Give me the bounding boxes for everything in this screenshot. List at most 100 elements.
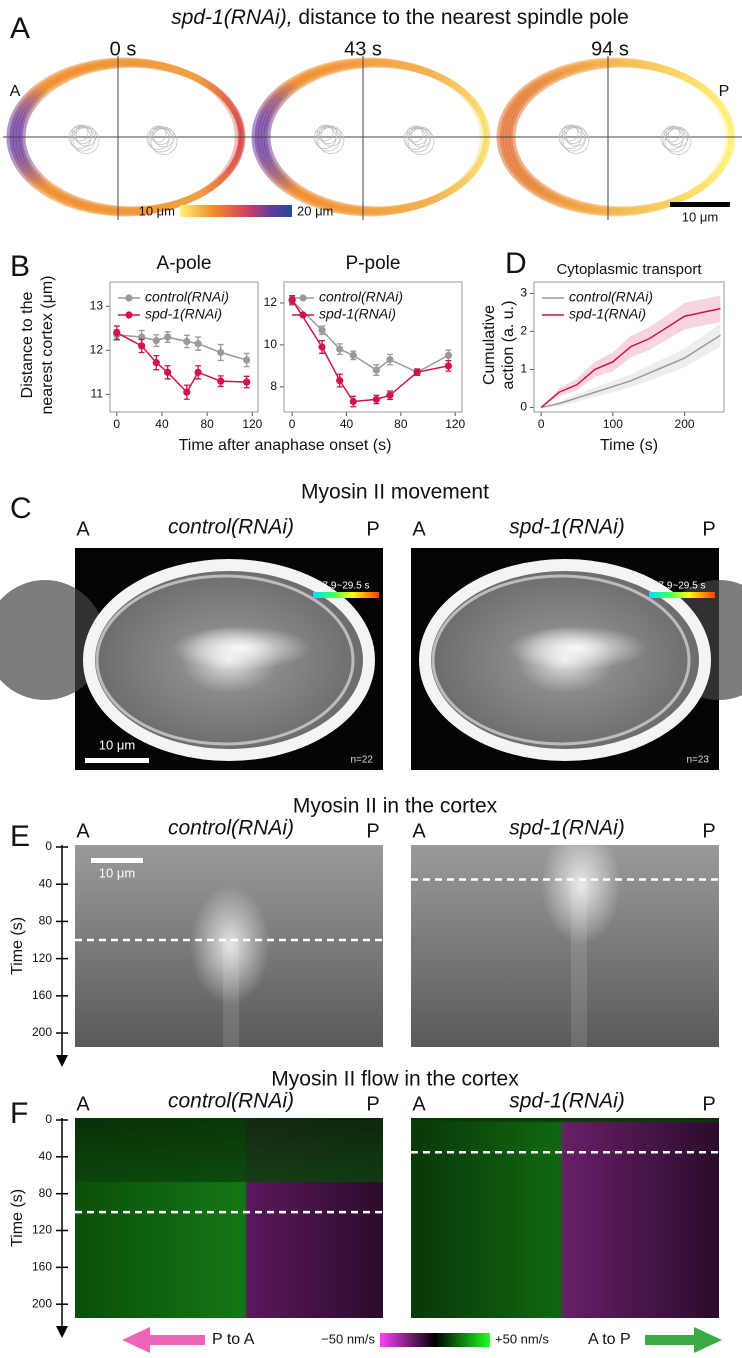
data-point: [413, 368, 421, 376]
scale-bar: [91, 858, 143, 863]
time-label: 94 s: [591, 38, 629, 60]
pole-trace: [565, 125, 587, 147]
data-point: [152, 337, 160, 345]
pole-trace: [153, 126, 175, 148]
pole-trace: [149, 125, 167, 143]
series-line: [291, 299, 449, 403]
time-label: 0 s: [110, 38, 137, 60]
pole-trace: [318, 125, 338, 144]
legend-label: spd-1(RNAi): [569, 306, 646, 322]
panel-title: Myosin II in the cortex: [293, 795, 498, 818]
panel-title: spd-1(RNAi), distance to the nearest spi…: [171, 6, 629, 29]
x-tick-label: 40: [155, 417, 169, 431]
anterior-label: A: [76, 1093, 90, 1115]
legend-label: spd-1(RNAi): [145, 306, 222, 322]
y-tick-label: 13: [90, 298, 104, 312]
posterior-label: P: [702, 518, 715, 540]
pole-trace: [70, 126, 96, 152]
series-line: [116, 334, 247, 361]
colorbar-max: 20 μm: [297, 203, 333, 218]
myosin-track: [571, 879, 587, 1047]
title-rest: distance to the nearest spindle pole: [298, 6, 628, 29]
posterior-label: P: [702, 820, 715, 842]
pole-trace: [150, 128, 178, 155]
y-axis-label: Distance to the: [19, 292, 36, 399]
pole-trace: [406, 125, 424, 143]
y-tick-label: 40: [39, 1149, 53, 1163]
myosin-images: control(RNAi) A P 7.9~29.5 s n=22 10 μm spd-1(…: [0, 516, 742, 770]
plot-frame: [283, 281, 463, 413]
data-point: [336, 345, 344, 353]
y-axis-label: Time (s): [9, 917, 26, 975]
data-point: [336, 376, 344, 385]
pole-trace: [664, 128, 692, 155]
posterior-label: P: [366, 518, 379, 540]
arrow-right: [645, 1327, 722, 1353]
error-band: [541, 323, 721, 408]
time-arrow: [56, 1326, 68, 1338]
y-tick-label: 8: [270, 379, 277, 393]
pole-trace: [660, 127, 684, 150]
y-tick-label: 12: [264, 295, 278, 309]
pole-trace: [558, 126, 582, 149]
time-colorbar: [649, 592, 715, 598]
anterior-label: A: [412, 1093, 426, 1115]
myosin-focus: [190, 885, 270, 1006]
y-tick-label: 160: [32, 988, 52, 1002]
anterior-label: A: [10, 83, 21, 100]
kymograph-shade: [411, 1118, 719, 1318]
condition-label: spd-1(RNAi): [509, 516, 625, 539]
anterior-label: A: [412, 820, 426, 842]
panel-letter: A: [10, 12, 30, 45]
condition-label: spd-1(RNAi): [509, 1090, 625, 1113]
series-line: [540, 307, 721, 409]
data-point: [386, 355, 394, 364]
y-tick-label: 12: [90, 342, 104, 356]
scale-label: 10 μm: [682, 209, 718, 224]
pole-trace: [667, 126, 689, 148]
y-axis-label: action (a. u.): [500, 301, 517, 390]
time-colorbar: [313, 592, 379, 598]
pole-trace: [662, 127, 688, 153]
pole-trace: [316, 124, 334, 142]
myosin-streak: [507, 626, 647, 670]
legend-dot: [299, 294, 307, 302]
cell-outlines: [3, 56, 742, 220]
condition-label: control(RNAi): [168, 516, 294, 539]
pole-trace: [71, 124, 89, 142]
chart-title: Cytoplasmic transport: [556, 261, 702, 278]
y-axis-label: nearest cortex (μm): [39, 275, 56, 414]
plot-frame: [109, 281, 259, 413]
x-tick-label: 80: [200, 417, 214, 431]
pole-trace: [408, 126, 428, 145]
scale-label: 10 μm: [99, 737, 135, 752]
kymograph-shade: [75, 1118, 383, 1318]
series-line: [291, 300, 449, 373]
myosin-focus: [541, 824, 621, 945]
pole-trace: [405, 127, 431, 153]
x-tick-label: 0: [289, 417, 296, 431]
count-label: n=22: [350, 755, 373, 766]
data-point: [217, 377, 225, 385]
y-tick-label: 1: [520, 362, 527, 376]
y-axis-label: Cumulative: [481, 305, 498, 385]
y-tick-label: 200: [32, 1296, 52, 1310]
posterior-label: P: [702, 1093, 715, 1115]
y-tick-label: 0: [45, 1112, 52, 1126]
legend-right: A to P: [588, 1331, 631, 1348]
data-point: [318, 326, 326, 334]
legend-left: P to A: [212, 1331, 255, 1348]
x-axis-label: Time (s): [600, 437, 658, 454]
panel-letter: E: [10, 820, 30, 853]
y-tick-label: 11: [91, 387, 104, 401]
scale-bar: [85, 758, 149, 763]
legend-dot: [125, 311, 133, 319]
data-point: [372, 366, 380, 374]
colorbar-min: 10 μm: [139, 203, 175, 218]
data-point: [372, 395, 380, 404]
kymograph-top: [411, 1118, 719, 1123]
data-point: [444, 362, 453, 370]
anterior-label: A: [412, 518, 426, 540]
legend-label: control(RNAi): [569, 289, 653, 305]
